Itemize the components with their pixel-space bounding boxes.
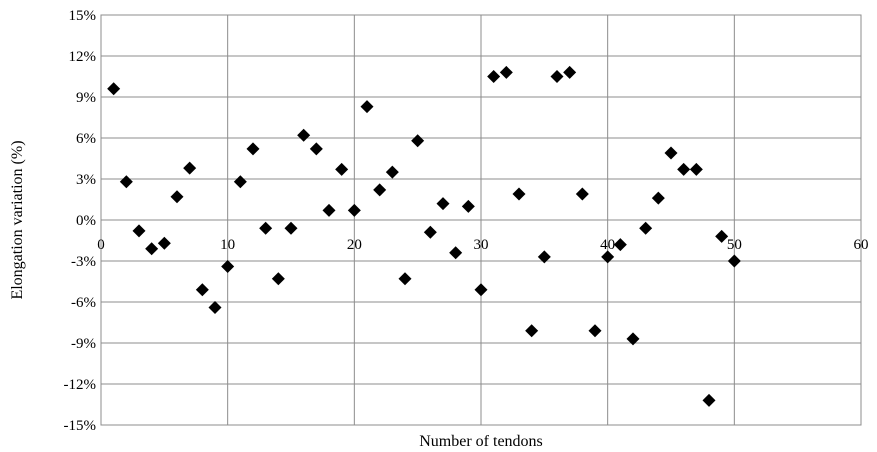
data-point xyxy=(233,175,247,189)
data-point xyxy=(411,134,425,148)
y-tick-label: -9% xyxy=(71,336,96,352)
data-point xyxy=(373,183,387,197)
data-point xyxy=(626,332,640,346)
y-tick-label: 0% xyxy=(76,213,96,229)
data-point xyxy=(132,224,146,238)
data-points xyxy=(107,65,741,407)
data-point xyxy=(563,65,577,79)
y-tick-label: 15% xyxy=(69,8,97,24)
y-tick-label: -15% xyxy=(64,418,97,434)
data-point xyxy=(461,199,475,213)
y-axis-title: Elongation variation (%) xyxy=(9,140,26,299)
y-tick-labels: 15% 12% 9% 6% 3% 0% -3% -6% -9% -12% -15% xyxy=(64,8,97,434)
data-point xyxy=(271,272,285,286)
data-point xyxy=(613,238,627,252)
data-point xyxy=(512,187,526,201)
data-point xyxy=(601,250,615,264)
data-point xyxy=(284,221,298,235)
data-point xyxy=(309,142,323,156)
x-tick-labels: 0 10 20 30 40 50 60 xyxy=(97,237,868,253)
data-point xyxy=(702,393,716,407)
data-point xyxy=(335,162,349,176)
data-point xyxy=(474,283,488,297)
data-point xyxy=(170,190,184,204)
x-tick-label: 20 xyxy=(347,237,362,253)
data-point xyxy=(575,187,589,201)
x-tick-label: 30 xyxy=(474,237,489,253)
y-tick-label: -6% xyxy=(71,295,96,311)
data-point xyxy=(588,324,602,338)
y-tick-label: -12% xyxy=(64,377,97,393)
data-point xyxy=(689,162,703,176)
x-tick-label: 40 xyxy=(600,237,615,253)
y-tick-label: 9% xyxy=(76,90,96,106)
data-point xyxy=(487,70,501,83)
x-tick-label: 10 xyxy=(220,237,235,253)
data-point xyxy=(550,70,564,83)
data-point xyxy=(297,128,311,142)
data-point xyxy=(157,236,171,250)
y-tick-label: 12% xyxy=(69,49,97,65)
data-point xyxy=(436,197,450,211)
x-tick-label: 50 xyxy=(727,237,742,253)
data-point xyxy=(183,161,197,175)
data-point xyxy=(664,146,678,160)
data-point xyxy=(398,272,412,286)
x-axis-title: Number of tendons xyxy=(419,433,543,450)
x-tick-label: 60 xyxy=(854,237,869,253)
data-point xyxy=(423,225,437,239)
data-point xyxy=(195,283,209,297)
data-point xyxy=(246,142,260,156)
data-point xyxy=(208,300,222,314)
data-point xyxy=(360,100,374,114)
plot-border xyxy=(100,14,862,426)
data-point xyxy=(525,324,539,338)
data-point xyxy=(119,175,133,189)
data-point xyxy=(727,254,741,268)
data-point xyxy=(221,259,235,273)
data-point xyxy=(107,82,121,96)
data-point xyxy=(449,246,463,260)
data-point xyxy=(322,203,336,217)
data-point xyxy=(499,65,513,79)
x-tick-label: 0 xyxy=(97,237,105,253)
data-point xyxy=(145,242,159,256)
data-point xyxy=(385,165,399,179)
y-tick-label: 6% xyxy=(76,131,96,147)
data-point xyxy=(259,221,273,235)
y-tick-label: -3% xyxy=(71,254,96,270)
data-point xyxy=(651,191,665,205)
data-point xyxy=(677,162,691,176)
data-point xyxy=(715,229,729,243)
data-point xyxy=(537,250,551,264)
data-point xyxy=(347,203,361,217)
data-point xyxy=(639,221,653,235)
y-tick-label: 3% xyxy=(76,172,96,188)
